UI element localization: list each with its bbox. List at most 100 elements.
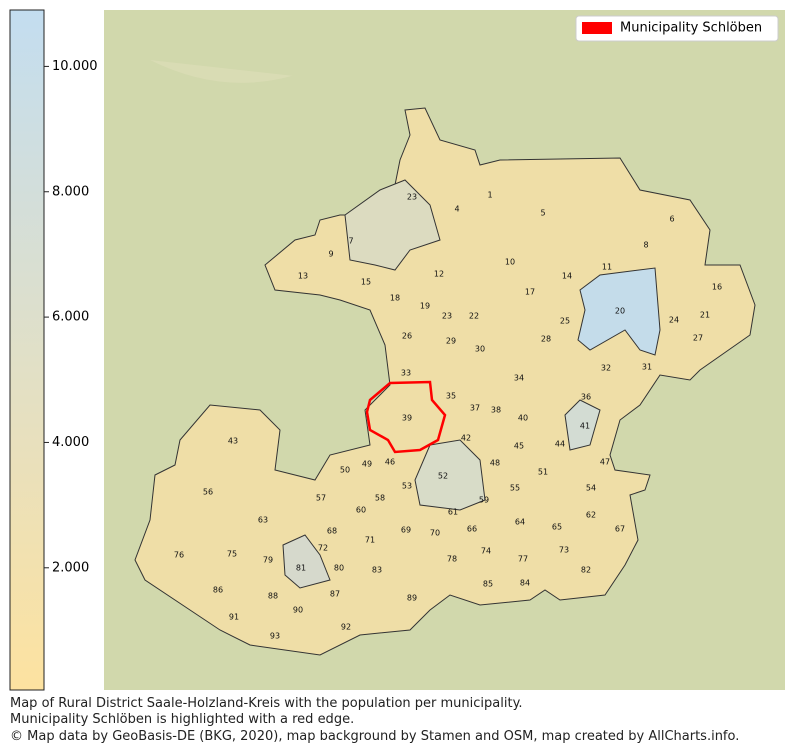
municipality-label: 7 <box>348 237 353 246</box>
municipality-label: 24 <box>669 316 679 325</box>
colorbar <box>9 9 45 691</box>
municipality-label: 55 <box>510 484 520 493</box>
municipality-label: 92 <box>341 623 351 632</box>
municipality-label: 85 <box>483 580 493 589</box>
municipality-label: 80 <box>334 564 344 573</box>
municipality-label: 50 <box>340 466 350 475</box>
municipality-label: 19 <box>420 302 430 311</box>
municipality-label: 11 <box>602 263 612 272</box>
municipality-label: 46 <box>385 458 395 467</box>
municipality-label: 70 <box>430 529 440 538</box>
municipality-label: 44 <box>555 440 565 449</box>
caption: © Map data by GeoBasis-DE (BKG, 2020), m… <box>10 729 740 744</box>
municipality-label: 74 <box>481 547 491 556</box>
municipality-label: 18 <box>390 294 400 303</box>
municipality-label: 38 <box>491 406 501 415</box>
municipality-label: 56 <box>203 488 213 497</box>
municipality-label: 28 <box>541 335 551 344</box>
municipality-label: 20 <box>615 307 625 316</box>
municipality-label: 81 <box>296 564 306 573</box>
municipality-label: 39 <box>402 414 412 423</box>
municipality-label: 5 <box>540 209 545 218</box>
municipality-label: 67 <box>615 525 625 534</box>
municipality-label: 54 <box>586 484 596 493</box>
municipality-label: 27 <box>693 334 703 343</box>
municipality-label: 16 <box>712 283 722 292</box>
municipality-label: 17 <box>525 288 535 297</box>
municipality-label: 43 <box>228 437 238 446</box>
municipality-label: 78 <box>447 555 457 564</box>
municipality-label: 15 <box>361 278 371 287</box>
colorbar-tick-label: 2.000 <box>52 560 89 575</box>
municipality <box>344 179 441 271</box>
municipality-label: 40 <box>518 414 528 423</box>
municipality-label: 51 <box>538 468 548 477</box>
municipality-label: 36 <box>581 393 591 402</box>
municipality-label: 61 <box>448 508 458 517</box>
municipality-label: 35 <box>446 392 456 401</box>
municipality-label: 8 <box>643 241 648 250</box>
municipality-label: 83 <box>372 566 382 575</box>
municipality-label: 65 <box>552 523 562 532</box>
municipality <box>564 399 601 451</box>
municipality-label: 4 <box>454 205 459 214</box>
municipality-label: 14 <box>562 272 572 281</box>
municipality-label: 45 <box>514 442 524 451</box>
municipality-label: 6 <box>669 215 674 224</box>
municipality-label: 71 <box>365 536 375 545</box>
municipality-label: 52 <box>438 472 448 481</box>
municipality-label: 63 <box>258 516 268 525</box>
municipality-label: 66 <box>467 525 477 534</box>
municipality-label: 64 <box>515 518 525 527</box>
municipality-label: 76 <box>174 551 184 560</box>
municipality-label: 60 <box>356 506 366 515</box>
municipality-label: 10 <box>505 258 515 267</box>
municipality-label: 89 <box>407 594 417 603</box>
municipality-label: 72 <box>318 544 328 553</box>
municipality-label: 68 <box>327 527 337 536</box>
municipality-label: 23 <box>407 193 417 202</box>
municipality-label: 91 <box>229 613 239 622</box>
caption: Map of Rural District Saale-Holzland-Kre… <box>10 696 523 711</box>
municipality-label: 87 <box>330 590 340 599</box>
municipality <box>414 439 486 511</box>
municipality-label: 58 <box>375 494 385 503</box>
municipality-label: 86 <box>213 586 223 595</box>
municipality-label: 84 <box>520 579 530 588</box>
municipality-label: 41 <box>580 422 590 431</box>
municipality-label: 34 <box>514 374 524 383</box>
municipality-label: 48 <box>490 459 500 468</box>
municipality-label: 53 <box>402 482 412 491</box>
municipality-label: 26 <box>402 332 412 341</box>
municipality-label: 21 <box>700 311 710 320</box>
highlighted-municipality <box>365 380 447 454</box>
municipality-label: 37 <box>470 404 480 413</box>
municipality-label: 22 <box>469 312 479 321</box>
colorbar-tick-label: 6.000 <box>52 310 89 325</box>
municipality-label: 1 <box>487 191 492 200</box>
district <box>134 107 756 656</box>
municipality-label: 31 <box>642 363 652 372</box>
municipality-label: 62 <box>586 511 596 520</box>
colorbar-tick-label: 4.000 <box>52 435 89 450</box>
municipality-label: 42 <box>461 434 471 443</box>
municipality-label: 77 <box>518 555 528 564</box>
municipality-label: 88 <box>268 592 278 601</box>
municipality-label: 29 <box>446 337 456 346</box>
municipality-label: 25 <box>560 317 570 326</box>
municipality-label: 82 <box>581 566 591 575</box>
municipality-label: 73 <box>559 546 569 555</box>
colorbar-tick-label: 10.000 <box>52 59 98 74</box>
legend-swatch <box>582 22 612 34</box>
municipality <box>577 267 661 356</box>
municipality-label: 23 <box>442 312 452 321</box>
municipality-label: 47 <box>600 458 610 467</box>
legend <box>575 15 779 42</box>
municipality-label: 59 <box>479 496 489 505</box>
legend-label: Municipality Schlöben <box>620 21 762 36</box>
municipality-label: 12 <box>434 270 444 279</box>
municipality-label: 90 <box>293 606 303 615</box>
colorbar-tick-label: 8.000 <box>52 184 89 199</box>
